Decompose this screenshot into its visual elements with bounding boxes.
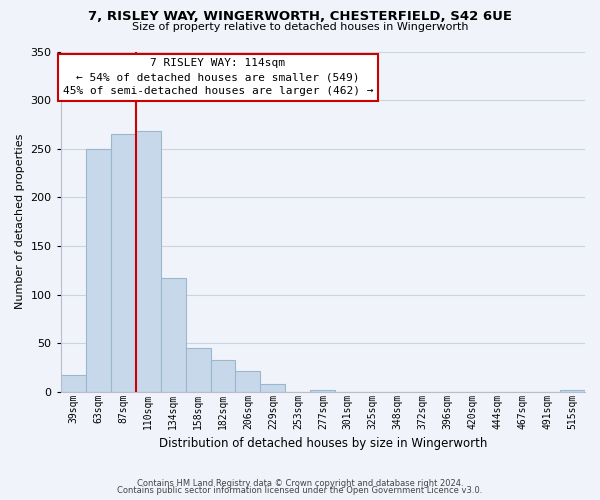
Bar — [560, 390, 585, 392]
Bar — [110, 134, 136, 392]
Bar — [310, 390, 335, 392]
Bar — [211, 360, 235, 392]
Text: Size of property relative to detached houses in Wingerworth: Size of property relative to detached ho… — [132, 22, 468, 32]
Bar — [260, 384, 286, 392]
Y-axis label: Number of detached properties: Number of detached properties — [15, 134, 25, 310]
Bar — [136, 132, 161, 392]
Bar — [235, 370, 260, 392]
Bar — [161, 278, 185, 392]
Bar — [61, 374, 86, 392]
Bar — [185, 348, 211, 392]
Bar — [86, 149, 110, 392]
X-axis label: Distribution of detached houses by size in Wingerworth: Distribution of detached houses by size … — [158, 437, 487, 450]
Text: 7, RISLEY WAY, WINGERWORTH, CHESTERFIELD, S42 6UE: 7, RISLEY WAY, WINGERWORTH, CHESTERFIELD… — [88, 10, 512, 23]
Text: Contains HM Land Registry data © Crown copyright and database right 2024.: Contains HM Land Registry data © Crown c… — [137, 478, 463, 488]
Text: Contains public sector information licensed under the Open Government Licence v3: Contains public sector information licen… — [118, 486, 482, 495]
Text: 7 RISLEY WAY: 114sqm
← 54% of detached houses are smaller (549)
45% of semi-deta: 7 RISLEY WAY: 114sqm ← 54% of detached h… — [63, 58, 373, 96]
